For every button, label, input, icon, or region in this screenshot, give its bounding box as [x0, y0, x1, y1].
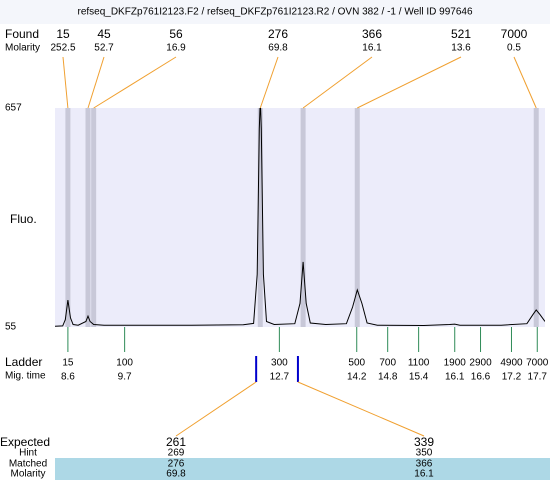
- peak-band: [257, 108, 263, 327]
- expected-size: 261: [166, 435, 186, 449]
- ladder-size: 500: [348, 358, 365, 369]
- expected-hint: 350: [416, 448, 433, 459]
- found-size: 56: [169, 27, 183, 41]
- ladder-size: 4900: [500, 358, 523, 369]
- y-tick-label: 55: [5, 322, 17, 333]
- ladder-time: 16.6: [471, 372, 491, 383]
- ladder-time: 8.6: [61, 372, 75, 383]
- ladder-size: 15: [62, 358, 74, 369]
- plot-area: [55, 108, 545, 327]
- found-molarity: 252.5: [50, 43, 75, 54]
- ladder-label: Ladder: [5, 355, 42, 369]
- title: refseq_DKFZp761I2123.F2 / refseq_DKFZp76…: [77, 7, 472, 18]
- peak-connector: [62, 56, 69, 109]
- peak-band: [65, 108, 71, 327]
- ladder-time: 9.7: [118, 372, 132, 383]
- peak-band: [300, 108, 306, 327]
- matched-label: Matched: [9, 459, 47, 470]
- ladder-size: 300: [271, 358, 288, 369]
- y-tick-label: 657: [5, 103, 22, 114]
- found-label: Found: [5, 27, 39, 41]
- found-size: 521: [451, 27, 471, 41]
- expected-connector: [297, 381, 425, 437]
- ladder-size: 700: [379, 358, 396, 369]
- peak-band: [533, 108, 539, 327]
- expected-molarity: 16.1: [414, 469, 434, 480]
- mig-time-label: Mig. time: [5, 371, 46, 382]
- expected-molarity-label: Molarity: [10, 469, 45, 480]
- found-size: 276: [268, 27, 288, 41]
- ladder-size: 2900: [469, 358, 492, 369]
- ladder-time: 15.4: [409, 372, 429, 383]
- expected-size: 339: [414, 435, 434, 449]
- peak-connector: [259, 56, 279, 109]
- found-molarity: 16.9: [166, 43, 186, 54]
- found-size: 15: [56, 27, 70, 41]
- expected-hint: 269: [168, 448, 185, 459]
- title-bar: [0, 0, 550, 24]
- ladder-size: 1100: [408, 358, 430, 369]
- trace: [55, 108, 545, 327]
- peak-connector: [87, 56, 105, 109]
- found-size: 45: [97, 27, 111, 41]
- peak-connector: [302, 56, 373, 109]
- peak-connector: [513, 56, 537, 109]
- y-label: Fluo.: [10, 212, 37, 226]
- found-molarity: 16.1: [362, 43, 382, 54]
- ladder-time: 14.8: [378, 372, 398, 383]
- ladder-time: 16.1: [445, 372, 465, 383]
- ladder-time: 12.7: [270, 372, 290, 383]
- expected-connector: [175, 381, 257, 437]
- molarity-label: Molarity: [5, 43, 40, 54]
- ladder-size: 1900: [444, 358, 467, 369]
- found-molarity: 52.7: [94, 43, 114, 54]
- found-size: 7000: [501, 27, 528, 41]
- expected-matched: 366: [416, 459, 433, 470]
- peak-band: [354, 108, 360, 327]
- peak-connector: [357, 56, 462, 109]
- found-molarity: 0.5: [507, 43, 521, 54]
- found-molarity: 69.8: [268, 43, 288, 54]
- ladder-time: 17.2: [502, 372, 522, 383]
- expected-matched: 276: [168, 459, 185, 470]
- ladder-size: 100: [116, 358, 133, 369]
- matched-band: [55, 458, 550, 480]
- peak-band: [85, 108, 91, 327]
- found-molarity: 13.6: [451, 43, 471, 54]
- peak-connector: [93, 56, 177, 109]
- found-size: 366: [362, 27, 382, 41]
- expected-label: Expected: [0, 435, 50, 449]
- ladder-time: 14.2: [347, 372, 367, 383]
- hint-label: Hint: [19, 448, 37, 459]
- ladder-size: 7000: [526, 358, 549, 369]
- expected-molarity: 69.8: [166, 469, 186, 480]
- ladder-time: 17.7: [528, 372, 548, 383]
- peak-band: [91, 108, 97, 327]
